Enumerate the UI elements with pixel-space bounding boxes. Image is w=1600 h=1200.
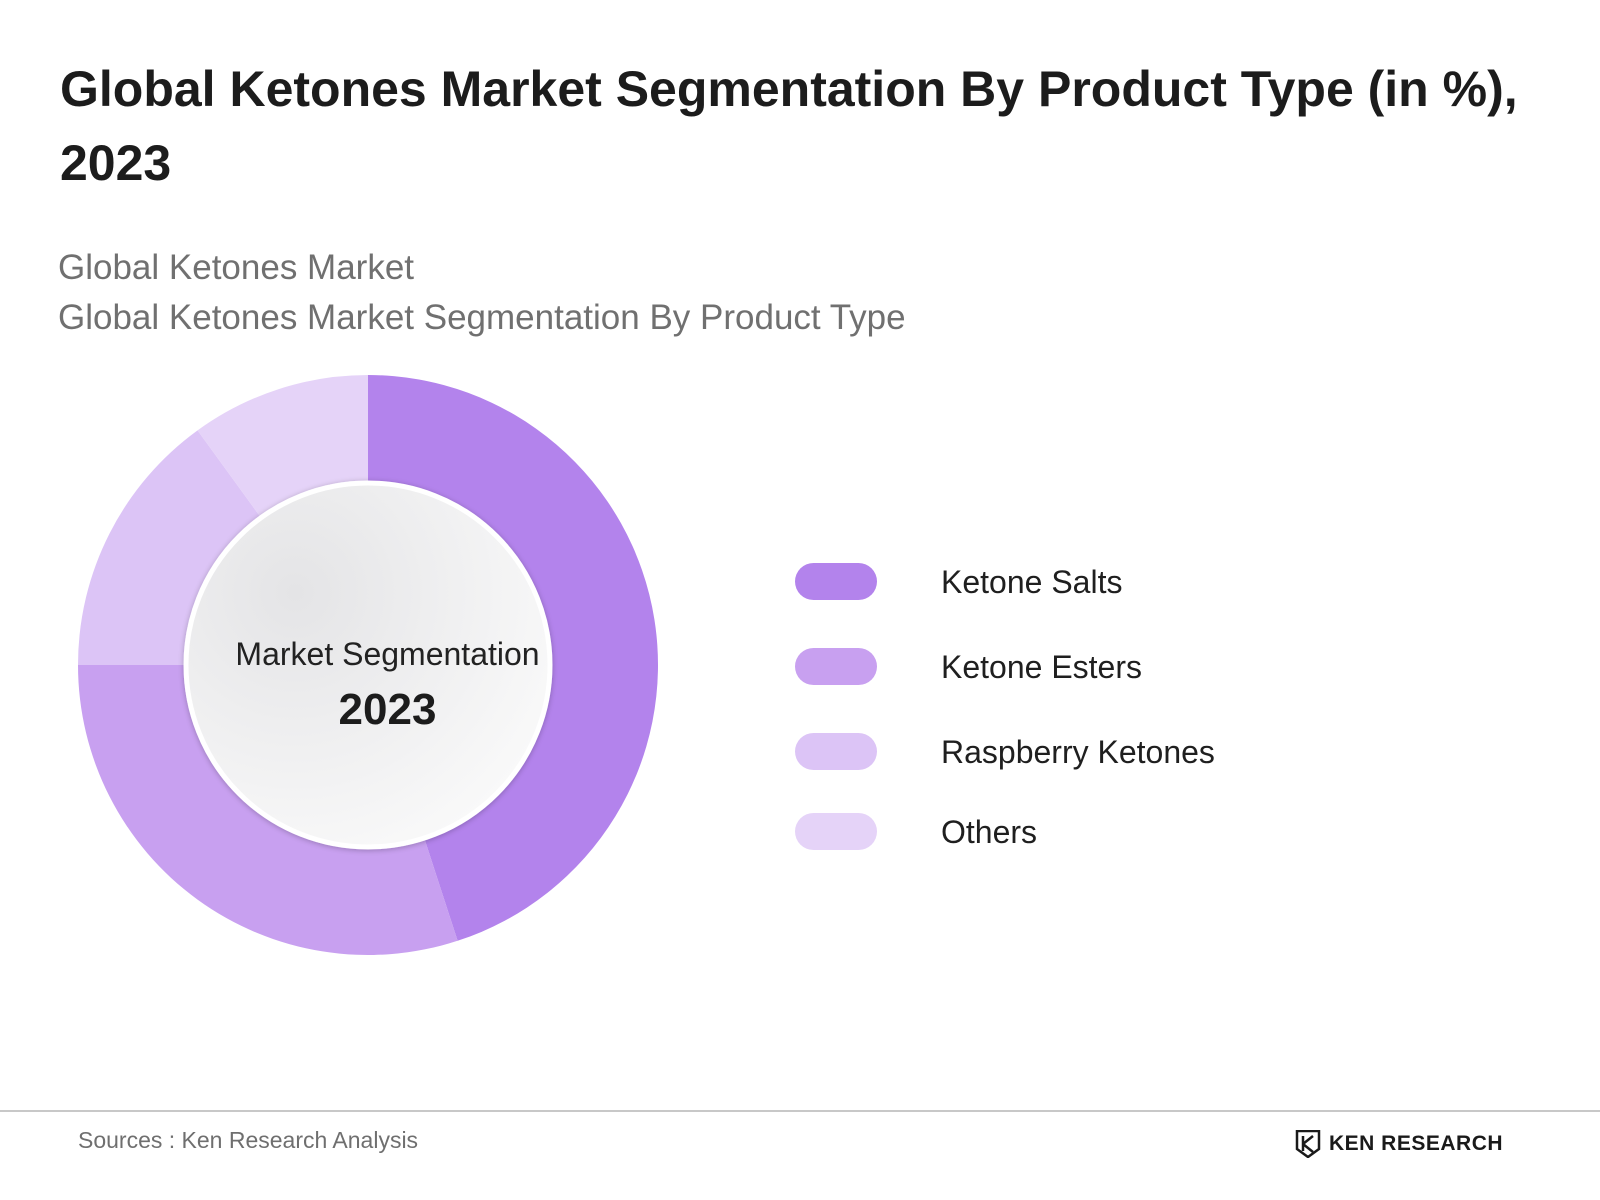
- legend-swatch: [795, 813, 877, 850]
- subtitle-line-2: Global Ketones Market Segmentation By Pr…: [58, 298, 906, 337]
- subtitle-line-1: Global Ketones Market: [58, 248, 415, 287]
- legend-item-ketone-salts: Ketone Salts: [795, 560, 1335, 600]
- legend-label: Others: [941, 814, 1038, 850]
- center-year: 2023: [338, 685, 437, 734]
- chart-title: Global Ketones Market Segmentation By Pr…: [60, 61, 1518, 191]
- legend-swatch: [795, 563, 877, 600]
- legend-item-raspberry-ketones: Raspberry Ketones: [795, 730, 1335, 770]
- legend-label: Ketone Esters: [941, 649, 1142, 685]
- source-note: Sources : Ken Research Analysis: [78, 1127, 419, 1153]
- legend-label: Raspberry Ketones: [941, 734, 1215, 770]
- ken-research-logo-icon: [1295, 1130, 1321, 1158]
- brand-logo: KEN RESEARCH: [1295, 1130, 1515, 1160]
- donut-chart: [78, 375, 658, 955]
- donut-slices: [78, 375, 658, 955]
- footer-divider: [0, 1110, 1600, 1112]
- chart-subtitle: Global Ketones Market Global Ketones Mar…: [58, 243, 906, 343]
- legend-item-others: Others: [795, 810, 1335, 850]
- slice-ketone-salts: [368, 375, 658, 941]
- legend-label: Ketone Salts: [941, 564, 1123, 600]
- brand-text: KEN RESEARCH: [1329, 1132, 1504, 1155]
- slice-raspberry-ketones: [78, 430, 262, 665]
- slice-others: [197, 375, 368, 518]
- center-label: Market Segmentation: [235, 636, 540, 672]
- legend-swatch: [795, 733, 877, 770]
- legend-item-ketone-esters: Ketone Esters: [795, 645, 1335, 685]
- legend: Ketone Salts Ketone Esters Raspberry Ket…: [795, 555, 1355, 885]
- slice-ketone-esters: [78, 665, 458, 955]
- legend-swatch: [795, 648, 877, 685]
- donut-center-disc: [183, 480, 553, 850]
